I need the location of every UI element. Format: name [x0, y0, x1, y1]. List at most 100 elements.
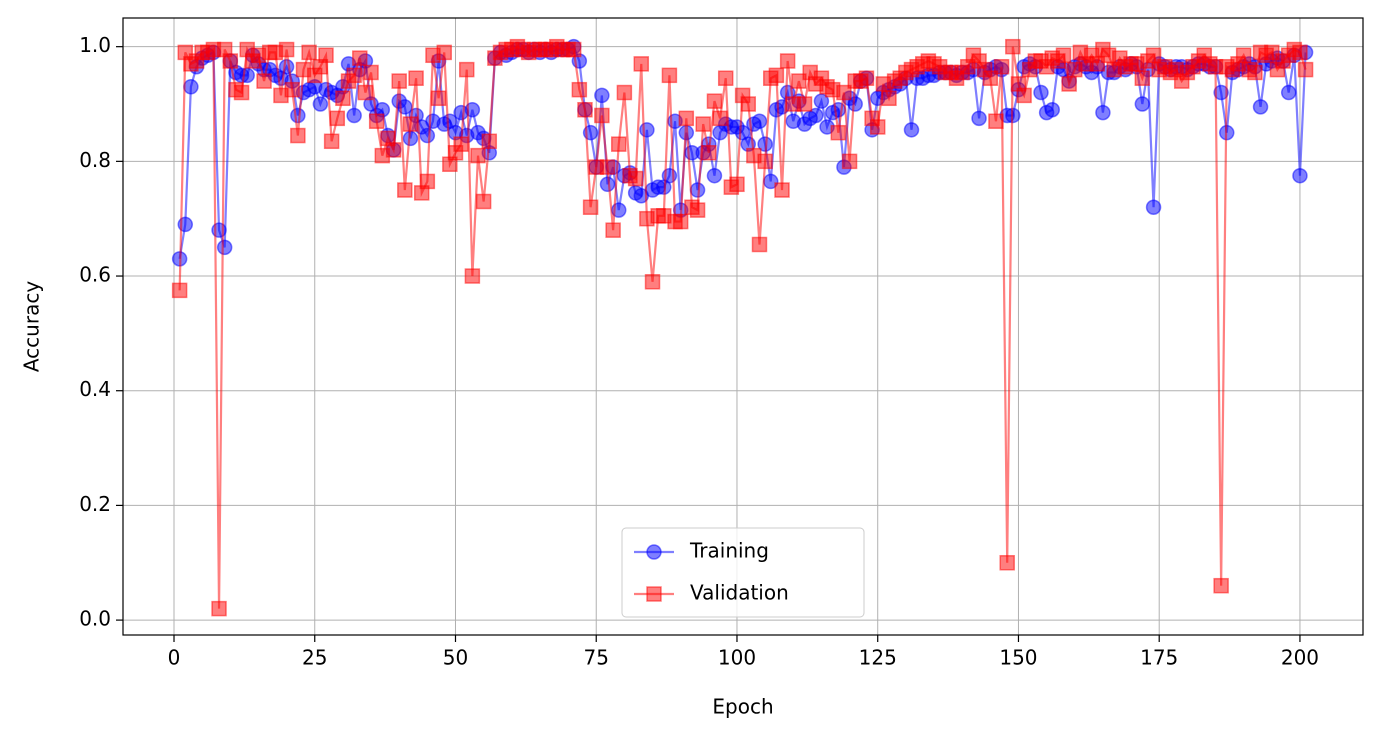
data-point: [323, 133, 340, 150]
data-point: [571, 81, 588, 98]
data-point: [594, 87, 610, 104]
data-point: [672, 213, 689, 230]
data-point: [999, 554, 1015, 571]
data-point: [1016, 87, 1032, 104]
series: [171, 38, 1314, 617]
data-point: [982, 70, 999, 86]
data-point: [903, 122, 920, 138]
data-point: [639, 122, 655, 138]
x-tick-label: 75: [584, 646, 609, 670]
data-point: [357, 84, 374, 101]
data-point: [993, 58, 1010, 75]
x-tick-label: 175: [1140, 646, 1178, 670]
data-point: [1252, 99, 1269, 115]
y-tick-label: 0.6: [79, 263, 111, 287]
data-point: [233, 84, 250, 101]
data-point: [284, 81, 300, 98]
data-point: [1213, 577, 1229, 594]
data-point: [1145, 199, 1162, 215]
data-point: [278, 41, 295, 58]
legend-marker: [646, 586, 662, 602]
data-point: [346, 107, 362, 124]
legend-box: [621, 527, 865, 618]
data-point: [847, 96, 863, 112]
data-point: [436, 44, 452, 61]
data-point: [363, 64, 379, 81]
data-point: [419, 127, 436, 144]
data-point: [346, 67, 362, 84]
data-point: [678, 110, 695, 127]
data-point: [216, 239, 233, 256]
data-point: [774, 182, 790, 198]
x-tick-label: 100: [718, 646, 756, 670]
data-point: [1033, 84, 1049, 101]
data-point: [1055, 47, 1072, 64]
data-point: [796, 96, 813, 112]
data-point: [605, 222, 621, 238]
data-point: [577, 101, 593, 118]
x-tick-label: 150: [999, 646, 1037, 670]
data-point: [1213, 84, 1229, 101]
data-point: [453, 136, 469, 152]
data-point: [881, 90, 897, 107]
data-point: [481, 133, 498, 150]
data-point: [1005, 38, 1021, 55]
data-point: [256, 73, 272, 89]
y-tick-label: 1.0: [79, 33, 111, 57]
data-point: [1292, 167, 1308, 184]
data-point: [318, 47, 334, 64]
data-point: [368, 113, 385, 129]
data-point: [1280, 84, 1297, 101]
x-tick-label: 50: [443, 646, 468, 670]
data-point: [706, 167, 723, 184]
data-point: [408, 70, 424, 86]
data-point: [751, 113, 768, 129]
data-point: [582, 199, 599, 215]
data-point: [1264, 44, 1280, 61]
data-point: [701, 145, 717, 161]
data-point: [644, 274, 661, 290]
data-point: [740, 96, 756, 112]
data-point: [290, 127, 306, 144]
data-point: [971, 110, 987, 127]
data-point: [808, 107, 824, 124]
data-point: [565, 41, 582, 58]
x-tick-label: 200: [1281, 646, 1319, 670]
legend-label: Validation: [690, 581, 789, 605]
data-point: [841, 153, 858, 170]
data-point: [391, 73, 407, 89]
data-point: [402, 116, 419, 132]
data-point: [695, 116, 711, 132]
data-point: [594, 107, 610, 124]
data-point: [661, 67, 678, 84]
data-point: [290, 107, 306, 124]
data-point: [599, 159, 616, 175]
data-point: [1297, 61, 1314, 78]
plot-frame: [122, 17, 1364, 636]
data-point: [869, 119, 886, 135]
y-tick-label: 0.0: [79, 607, 111, 631]
y-axis-label: Accuracy: [20, 281, 44, 372]
data-point: [1044, 101, 1060, 118]
data-point: [729, 176, 745, 193]
data-point: [211, 600, 227, 617]
legend: Training Validation: [621, 527, 865, 618]
data-point: [717, 70, 734, 86]
x-tick-label: 125: [859, 646, 897, 670]
data-point: [1061, 76, 1077, 92]
data-point: [1134, 96, 1151, 112]
data-point: [1235, 47, 1252, 64]
data-point: [779, 53, 796, 69]
data-point: [712, 110, 728, 127]
data-point: [329, 110, 346, 127]
data-point: [475, 193, 492, 210]
data-point: [301, 44, 317, 61]
data-point: [616, 84, 633, 101]
data-point: [1247, 64, 1263, 81]
data-point: [464, 268, 481, 284]
data-point: [397, 182, 413, 198]
data-point: [352, 50, 368, 66]
data-point: [751, 236, 768, 253]
data-point: [312, 96, 329, 112]
data-point: [830, 124, 847, 141]
